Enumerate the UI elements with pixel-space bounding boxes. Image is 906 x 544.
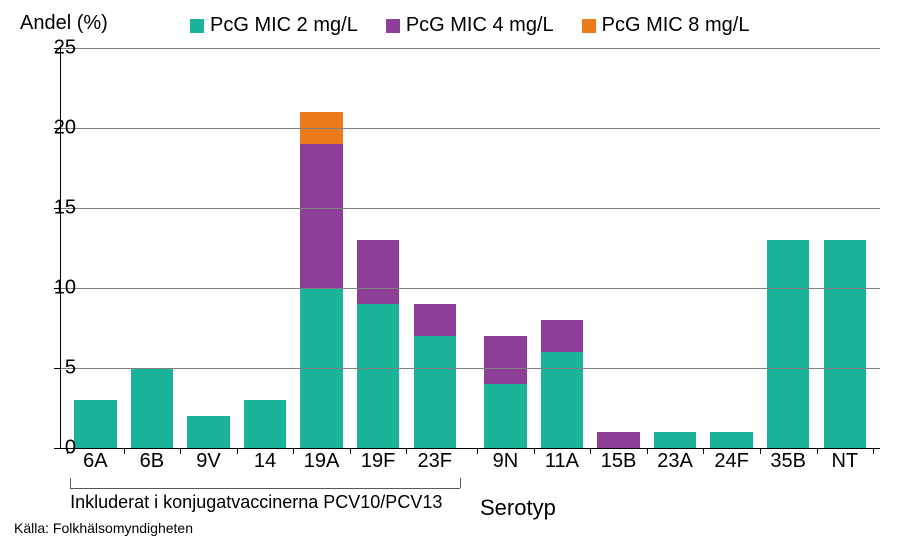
x-tick-mark (534, 448, 535, 454)
x-tick-mark (873, 448, 874, 454)
bar-segment-mic2 (824, 240, 866, 448)
y-tick-label: 20 (36, 117, 76, 140)
legend-label: PcG MIC 4 mg/L (406, 14, 554, 37)
legend-item: PcG MIC 8 mg/L (582, 14, 750, 37)
vaccine-bracket-line (70, 488, 460, 489)
x-tick-label: 19F (361, 450, 395, 473)
legend-item: PcG MIC 4 mg/L (386, 14, 554, 37)
y-tick-label: 0 (36, 437, 76, 460)
y-tick-label: 10 (36, 277, 76, 300)
x-tick-label: 24F (714, 450, 748, 473)
x-axis-line (60, 448, 880, 449)
x-tick-label: 9V (196, 450, 220, 473)
bar-segment-mic2 (654, 432, 696, 448)
x-tick-label: 6A (83, 450, 107, 473)
x-tick-mark (703, 448, 704, 454)
x-tick-mark (124, 448, 125, 454)
vaccine-bracket-end (70, 478, 71, 488)
x-tick-mark (237, 448, 238, 454)
x-tick-label: 9N (493, 450, 519, 473)
legend: PcG MIC 2 mg/L PcG MIC 4 mg/L PcG MIC 8 mg… (190, 14, 749, 37)
bar-segment-mic4 (300, 144, 342, 288)
bar-segment-mic4 (597, 432, 639, 448)
y-axis-line (60, 48, 61, 448)
gridline (60, 368, 880, 369)
x-tick-mark (647, 448, 648, 454)
gridline (60, 128, 880, 129)
x-tick-label: 6B (140, 450, 164, 473)
x-tick-label: 23F (417, 450, 451, 473)
x-tick-mark (760, 448, 761, 454)
y-tick-label: 15 (36, 197, 76, 220)
bar-segment-mic2 (710, 432, 752, 448)
x-tick-mark (180, 448, 181, 454)
gridline (60, 208, 880, 209)
bar-segment-mic2 (187, 416, 229, 448)
bar-segment-mic4 (484, 336, 526, 384)
legend-label: PcG MIC 2 mg/L (210, 14, 358, 37)
bar-segment-mic2 (767, 240, 809, 448)
bar-segment-mic2 (244, 400, 286, 448)
bar-segment-mic4 (414, 304, 456, 336)
x-tick-mark (406, 448, 407, 454)
y-tick-label: 5 (36, 357, 76, 380)
source-label: Källa: Folkhälsomyndigheten (14, 520, 193, 536)
bar-segment-mic4 (541, 320, 583, 352)
bar-segment-mic2 (74, 400, 116, 448)
bar-segment-mic2 (484, 384, 526, 448)
vaccine-bracket-label: Inkluderat i konjugatvaccinerna PCV10/PC… (70, 492, 520, 513)
x-tick-label: 15B (601, 450, 637, 473)
bar-segment-mic4 (357, 240, 399, 304)
bar-segment-mic2 (541, 352, 583, 448)
plot-area: 6A6B9V1419A19F23F9N11A15B23A24F35BNTInkl… (60, 48, 880, 448)
y-axis-title: Andel (%) (20, 12, 108, 35)
legend-swatch (582, 19, 596, 33)
bar-segment-mic2 (357, 304, 399, 448)
x-tick-mark (817, 448, 818, 454)
legend-item: PcG MIC 2 mg/L (190, 14, 358, 37)
x-tick-label: NT (831, 450, 858, 473)
bars-area (60, 48, 880, 448)
x-tick-mark (477, 448, 478, 454)
bar-segment-mic2 (131, 368, 173, 448)
x-tick-label: 23A (657, 450, 693, 473)
gridline (60, 288, 880, 289)
x-tick-mark (590, 448, 591, 454)
x-tick-mark (293, 448, 294, 454)
x-tick-label: 19A (304, 450, 340, 473)
chart-container: Andel (%) PcG MIC 2 mg/LPcG MIC 4 mg/LPc… (0, 0, 906, 544)
x-tick-label: 35B (770, 450, 806, 473)
y-tick-label: 25 (36, 37, 76, 60)
bar-segment-mic2 (414, 336, 456, 448)
x-axis-title: Serotyp (480, 495, 556, 521)
x-tick-mark (350, 448, 351, 454)
x-tick-label: 14 (254, 450, 276, 473)
legend-swatch (190, 19, 204, 33)
legend-swatch (386, 19, 400, 33)
vaccine-bracket-end (460, 478, 461, 488)
gridline (60, 48, 880, 49)
legend-label: PcG MIC 8 mg/L (602, 14, 750, 37)
x-tick-label: 11A (545, 450, 579, 473)
